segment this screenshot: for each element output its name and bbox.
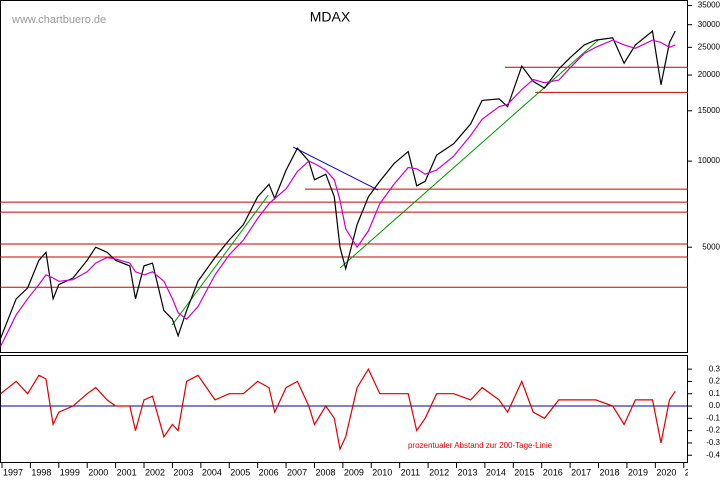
y-tick-label: 5000	[702, 242, 720, 251]
x-tick-label: 2015	[514, 467, 534, 477]
x-tick-label: 2012	[429, 467, 449, 477]
chart-title: MDAX	[310, 9, 351, 25]
x-tick-label: 2007	[287, 467, 307, 477]
x-tick-label: 2006	[259, 467, 279, 477]
y-tick-label: 0.0	[709, 401, 721, 410]
plot-frame	[0, 0, 688, 353]
x-tick-label: 2020	[656, 467, 676, 477]
x-tick-label: 2003	[173, 467, 193, 477]
x-tick-label: 2017	[571, 467, 591, 477]
watermark: www.chartbuero.de	[11, 14, 106, 26]
x-tick-label: 2018	[600, 467, 620, 477]
x-tick-label: 2019	[628, 467, 648, 477]
x-tick-label: 2013	[457, 467, 477, 477]
y-tick-label: 35000	[698, 1, 721, 10]
x-tick-label: 2004	[202, 467, 222, 477]
x-tick-label: 2009	[344, 467, 364, 477]
y-tick-label: 30000	[698, 20, 721, 29]
x-tick-label: 2000	[88, 467, 108, 477]
x-tick-label: 2011	[401, 467, 420, 477]
y-tick-label: 0.1	[709, 389, 721, 398]
x-tick-label: 1998	[31, 467, 51, 477]
data-line	[0, 367, 676, 452]
data-line	[0, 39, 676, 347]
x-axis-labels: 1997 1998 1999 2000 2001 2002 2003 2004 2005 2006…	[3, 467, 705, 477]
x-tick-label: 2016	[543, 467, 563, 477]
y-tick-label: -0.3	[706, 438, 720, 447]
trend-line	[171, 194, 269, 326]
y-tick-label: 0.2	[709, 377, 721, 386]
x-tick-label: 2002	[145, 467, 165, 477]
y-tick-label: -0.2	[706, 426, 720, 435]
y-tick-label: -0.4	[706, 450, 720, 459]
y-tick-label: 20000	[698, 70, 721, 79]
trend-line	[292, 146, 379, 191]
plot-frame	[0, 355, 688, 463]
x-tick-label: 2005	[230, 467, 250, 477]
y-tick-label: 0.3	[709, 364, 721, 373]
x-tick-label: 1999	[60, 467, 80, 477]
y-tick-label: 10000	[698, 156, 721, 165]
data-line	[0, 29, 676, 339]
trend-line	[339, 39, 599, 269]
y-tick-label: 15000	[698, 106, 721, 115]
y-tick-label: -0.1	[706, 413, 720, 422]
x-tick-label: 2014	[486, 467, 506, 477]
x-tick-label: 2008	[315, 467, 335, 477]
y-tick-label: 25000	[698, 42, 721, 51]
x-tick-label: 2021	[685, 467, 705, 477]
x-tick-label: 2010	[372, 467, 392, 477]
x-tick-label: 2001	[117, 467, 137, 477]
annotation: prozentualer Abstand zur 200-Tage-Linie	[408, 441, 553, 450]
x-tick-label: 1997	[3, 467, 23, 477]
